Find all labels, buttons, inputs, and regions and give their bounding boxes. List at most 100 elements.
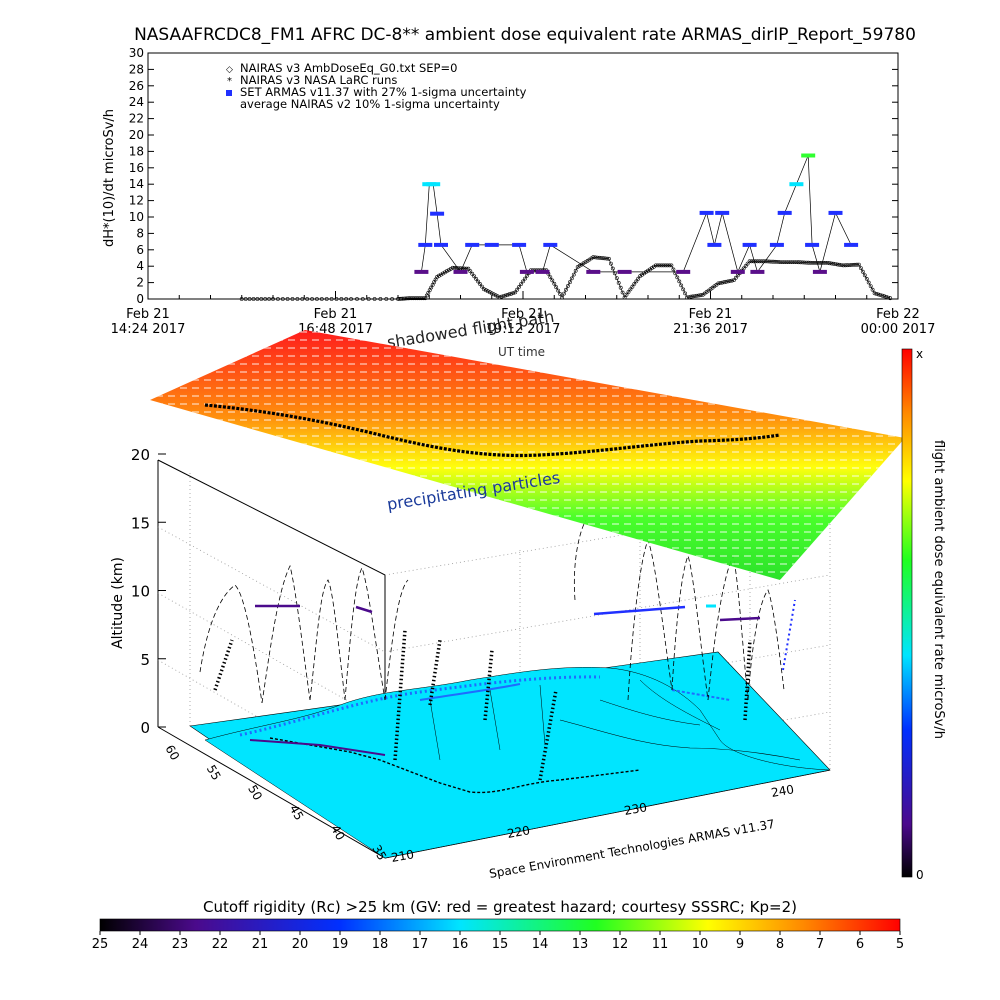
- nairas-point: [786, 260, 791, 265]
- nairas-point: [655, 263, 660, 268]
- nairas-point: [470, 271, 475, 276]
- armas-point: [453, 269, 468, 274]
- nairas-point: [505, 292, 510, 297]
- nairas-point: [450, 265, 455, 270]
- latitude-ticks: 60 55 50 45 40 35: [162, 743, 389, 863]
- armas-point: [465, 242, 480, 247]
- nairas-point: [568, 280, 572, 285]
- ut-time-label: UT time: [498, 345, 545, 359]
- altitude-3d-view: 0 5 10 15 20 Altitude (km): [110, 330, 905, 881]
- nairas-point: [255, 297, 260, 301]
- nairas-point: [681, 287, 686, 292]
- nairas-point: [636, 276, 641, 281]
- armas-point: [617, 269, 632, 274]
- nairas-point: [860, 269, 865, 274]
- nairas-point: [587, 257, 592, 262]
- nairas-point: [767, 259, 772, 264]
- nairas-point: [694, 293, 699, 298]
- series-nairas-v3: [239, 255, 893, 301]
- nairas-point: [290, 297, 295, 301]
- nairas-point: [597, 255, 602, 260]
- particle-sheet: [150, 330, 905, 580]
- nairas-point: [622, 295, 627, 300]
- latitude-tick-label: 50: [245, 783, 265, 803]
- nairas-point: [573, 268, 578, 273]
- nairas-point: [349, 297, 354, 301]
- armas-point: [586, 269, 601, 274]
- nairas-point: [489, 291, 494, 296]
- nairas-point: [314, 297, 319, 301]
- nairas-point: [753, 259, 758, 264]
- nairas-point: [716, 281, 721, 286]
- nairas-point: [827, 261, 832, 266]
- nairas-point: [790, 260, 795, 265]
- nairas-point: [446, 268, 451, 273]
- nairas-point: [864, 276, 869, 281]
- nairas-point: [413, 296, 418, 301]
- armas-point: [414, 269, 429, 274]
- nairas-point: [390, 297, 395, 301]
- nairas-point: [562, 291, 566, 296]
- colorbar-bottom-label: 0: [916, 868, 924, 882]
- y-tick-label: 20: [129, 128, 144, 142]
- nairas-point: [605, 256, 609, 261]
- nairas-point: [845, 263, 850, 268]
- nairas-point: [566, 284, 570, 288]
- y-tick-label: 10: [129, 210, 144, 224]
- armas-point: [519, 269, 534, 274]
- nairas-point: [452, 265, 457, 270]
- nairas-point: [491, 292, 496, 297]
- nairas-point: [366, 297, 371, 301]
- nairas-point: [806, 260, 811, 265]
- nairas-point: [571, 272, 576, 277]
- armas-point: [742, 242, 757, 247]
- nairas-point: [759, 259, 764, 264]
- armas-point: [543, 242, 558, 247]
- longitude-tick-label: 220: [506, 823, 531, 841]
- nairas-point: [339, 297, 344, 301]
- nairas-point: [771, 259, 775, 264]
- nairas-point: [593, 255, 598, 260]
- nairas-point: [663, 263, 668, 268]
- nairas-point: [610, 266, 615, 271]
- nairas-point: [763, 259, 768, 264]
- nairas-point: [448, 267, 453, 271]
- altitude-tick-label: 20: [131, 446, 150, 464]
- nairas-point: [493, 293, 498, 298]
- armas-point: [812, 269, 827, 274]
- nairas-point: [280, 297, 285, 301]
- nairas-point: [548, 275, 553, 280]
- cutoff-tick-label: 22: [212, 937, 229, 952]
- nairas-point: [685, 295, 690, 300]
- latitude-tick-label: 60: [162, 743, 182, 763]
- nairas-point: [796, 260, 801, 265]
- nairas-point: [577, 263, 582, 268]
- armas-point: [750, 269, 765, 274]
- nairas-point: [355, 297, 359, 301]
- nairas-point: [747, 259, 752, 264]
- nairas-point: [835, 262, 840, 267]
- nairas-point: [792, 260, 797, 265]
- cutoff-tick-label: 8: [776, 937, 784, 952]
- nairas-point: [417, 296, 422, 301]
- altitude-tick-label: 10: [131, 583, 150, 601]
- nairas-point: [829, 261, 834, 266]
- nairas-point: [589, 256, 594, 261]
- nairas-point: [472, 274, 477, 279]
- altitude-ticks: 0 5 10 15 20: [131, 446, 166, 737]
- nairas-point: [679, 283, 684, 288]
- y-tick-label: 2: [136, 276, 144, 290]
- nairas-point: [591, 255, 596, 260]
- nairas-point: [295, 297, 300, 301]
- nairas-point: [765, 259, 770, 264]
- cutoff-tick-label: 21: [252, 937, 269, 952]
- y-tick-label: 24: [129, 95, 144, 109]
- armas-point: [777, 210, 792, 215]
- nairas-point: [788, 260, 793, 265]
- nairas-point: [659, 263, 664, 268]
- nairas-point: [444, 269, 449, 274]
- y-tick-label: 22: [129, 112, 144, 126]
- cutoff-tick-label: 7: [816, 937, 824, 952]
